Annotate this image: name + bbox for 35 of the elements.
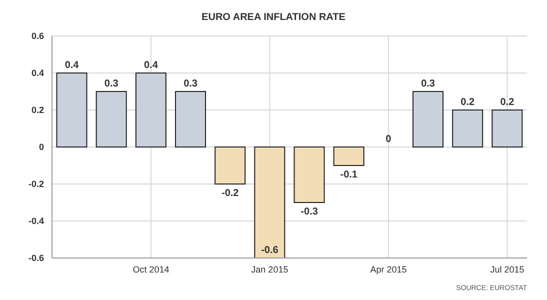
x-tick-label: Apr 2015 xyxy=(370,264,407,274)
chart-title: EURO AREA INFLATION RATE xyxy=(200,12,346,23)
data-label: 0.2 xyxy=(460,97,476,108)
bar xyxy=(56,72,88,148)
y-tick-label: -0.2 xyxy=(28,179,44,190)
y-tick-label: 0.6 xyxy=(31,31,44,42)
data-label: 0.4 xyxy=(64,60,80,71)
data-label: 0.3 xyxy=(184,78,198,90)
bar xyxy=(492,110,523,148)
x-tick-label: Oct 2014 xyxy=(132,264,170,274)
x-tick-label: Jul 2015 xyxy=(490,264,524,274)
bar xyxy=(135,72,166,148)
data-label: 0 xyxy=(386,134,392,145)
data-label: -0.3 xyxy=(300,206,318,218)
bar xyxy=(412,91,444,148)
data-label: 0.2 xyxy=(500,97,515,108)
y-tick-label: -0.4 xyxy=(28,216,44,226)
y-tick-label: 0.2 xyxy=(31,105,44,116)
y-tick-label: -0.6 xyxy=(28,253,44,264)
bar xyxy=(452,110,484,148)
bar xyxy=(254,146,286,258)
data-label: -0.2 xyxy=(222,188,240,199)
y-tick-label: 0 xyxy=(38,142,44,152)
data-label: 0.3 xyxy=(421,78,436,90)
data-label: -0.6 xyxy=(261,245,279,256)
x-tick-label: Jan 2015 xyxy=(251,264,288,274)
bar xyxy=(96,91,127,148)
data-label: -0.1 xyxy=(340,170,358,180)
bar xyxy=(214,146,246,184)
data-label: 0.3 xyxy=(104,78,119,90)
bar xyxy=(294,146,325,203)
bar xyxy=(333,146,364,166)
data-label: 0.4 xyxy=(144,60,158,71)
y-tick-label: 0.4 xyxy=(31,68,44,78)
bar xyxy=(175,91,206,148)
